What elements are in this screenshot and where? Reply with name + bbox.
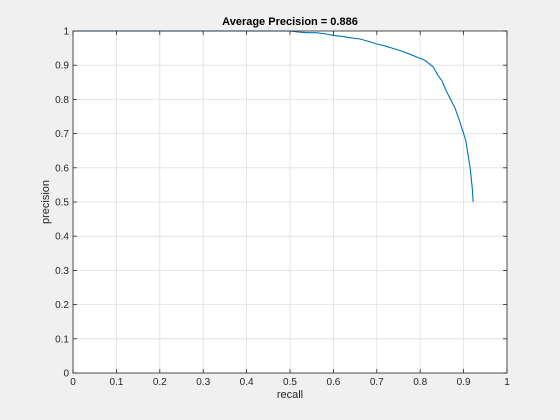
chart-title: Average Precision = 0.886 (222, 16, 358, 28)
y-axis-label: precision (40, 180, 52, 224)
y-tick-label: 0.8 (55, 95, 69, 106)
x-tick-label: 0.1 (109, 377, 123, 388)
x-tick-label: 0 (70, 377, 76, 388)
x-tick-label: 0.7 (370, 377, 384, 388)
y-tick-label: 0.2 (55, 300, 69, 311)
x-axis-label: recall (277, 389, 303, 401)
y-tick-label: 0.4 (55, 232, 69, 243)
y-tick-label: 0.7 (55, 129, 69, 140)
x-tick-label: 0.8 (413, 377, 427, 388)
y-tick-label: 1 (63, 27, 69, 38)
x-tick-label: 0.6 (326, 377, 340, 388)
x-tick-label: 0.5 (283, 377, 297, 388)
y-tick-label: 0.5 (55, 198, 69, 209)
x-tick-label: 0.3 (196, 377, 210, 388)
y-tick-labels: 0 0.1 0.2 0.3 0.4 0.5 0.6 0.7 0.8 0.9 1 (55, 27, 69, 380)
y-tick-label: 0.3 (55, 266, 69, 277)
x-tick-labels: 0 0.1 0.2 0.3 0.4 0.5 0.6 0.7 0.8 0.9 1 (70, 377, 510, 388)
x-tick-label: 0.2 (153, 377, 167, 388)
x-tick-label: 0.9 (457, 377, 471, 388)
y-tick-label: 0.1 (55, 334, 69, 345)
x-tick-label: 1 (504, 377, 510, 388)
y-tick-label: 0.6 (55, 163, 69, 174)
y-tick-label: 0 (63, 369, 69, 380)
ticks (72, 30, 508, 374)
x-tick-label: 0.4 (240, 377, 254, 388)
y-tick-label: 0.9 (55, 61, 69, 72)
